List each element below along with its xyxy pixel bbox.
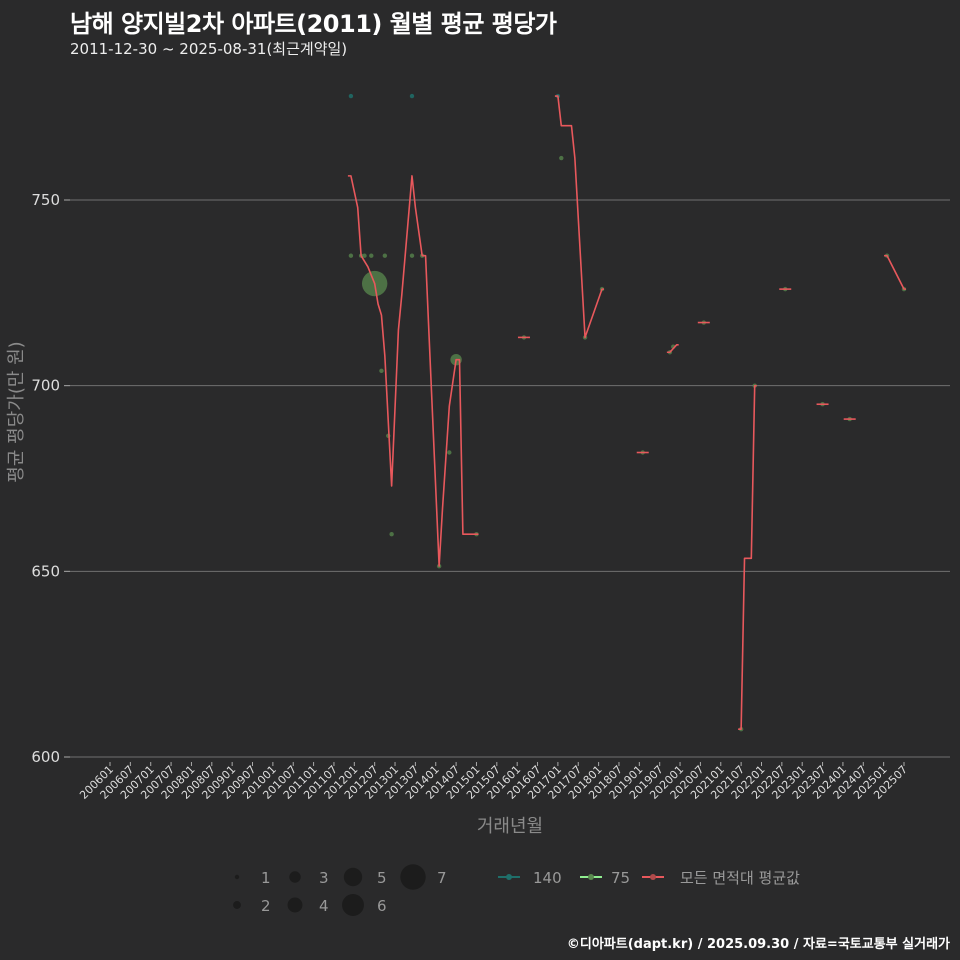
y-tick-label: 700 [31,377,60,395]
y-tick-label: 600 [31,748,60,766]
point-75 [389,532,394,537]
avg-line [884,254,906,290]
y-axis-title: 평균 평당가(만 원) [6,341,27,482]
size-legend-circle-icon [234,874,240,880]
x-axis-title: 거래년월 [477,816,543,837]
avg-line [554,95,605,339]
point-75 [409,253,415,258]
size-legend-label: 3 [319,869,329,887]
size-legend-label: 1 [261,869,271,887]
legend-dot-icon [588,874,594,880]
size-legend-label: 6 [377,897,387,915]
size-legend-circle-icon [233,901,241,909]
point-75 [379,368,384,374]
point-140 [409,93,415,99]
size-legend-label: 5 [377,869,387,887]
chart-subtitle: 2011-12-30 ~ 2025-08-31(최근계약일) [70,40,348,58]
size-legend-circle-icon [400,864,426,890]
point-75 [369,253,374,258]
avg-line [738,384,757,730]
series-legend-label: 75 [611,869,630,887]
point-75 [348,253,354,258]
point-75 [362,253,367,258]
y-axis: 600 650 700 750 [31,191,70,766]
point-75 [447,450,452,455]
y-tick-label: 750 [31,191,60,209]
source-caption: ©디아파트(dapt.kr) / 2025.09.30 / 자료=국토교통부 실… [566,937,950,952]
size-legend-circle-icon [289,871,301,883]
avg-line [347,175,479,567]
plot-area [347,93,907,732]
size-legend-circle-icon [342,894,364,916]
legend: 1 2 3 4 5 6 7 140 75 모든 면적대 평균값 [233,864,800,916]
legend-dot-icon [650,874,656,880]
point-140 [348,93,354,99]
legend-dot-icon [506,874,512,880]
point-75 [559,155,564,161]
size-legend-label: 2 [261,897,271,915]
size-legend-circle-icon [343,867,363,887]
grid-lines [70,199,950,758]
series-legend-label: 모든 면적대 평균값 [680,869,800,887]
x-axis: 2006012006072007012007072008012008072009… [77,762,910,802]
y-tick-label: 650 [31,562,60,580]
chart-title: 남해 양지빌2차 아파트(2011) 월별 평균 평당가 [70,10,557,38]
size-legend-label: 7 [437,869,447,887]
point-75 [382,253,388,258]
size-legend-circle-icon [287,897,303,913]
avg-line [666,344,679,354]
series-legend-label: 140 [533,869,562,887]
size-legend-label: 4 [319,897,329,915]
